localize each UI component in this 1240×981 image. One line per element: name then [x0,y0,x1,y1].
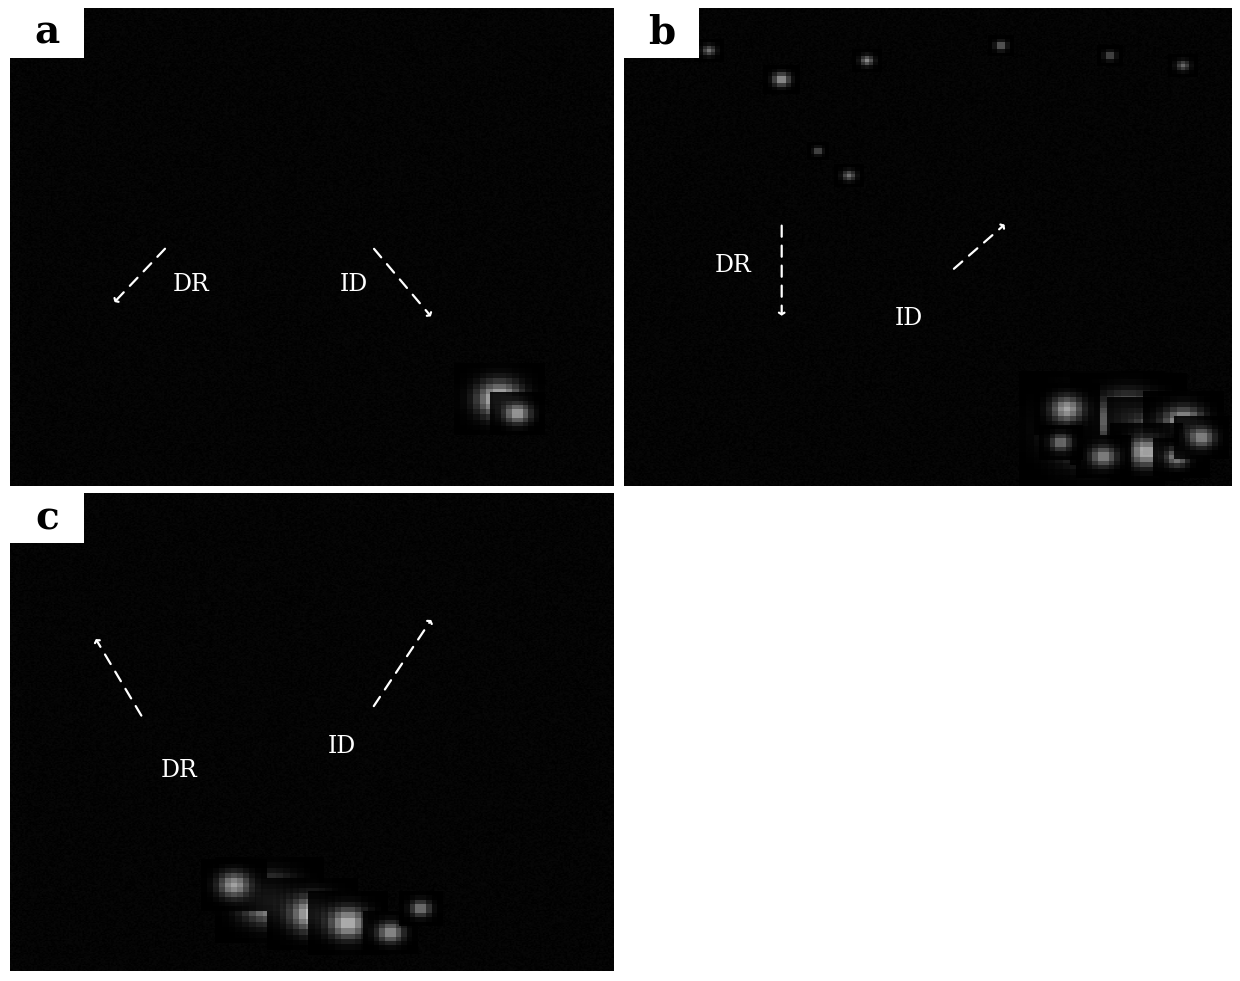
Text: b: b [647,14,675,52]
Text: a: a [35,14,60,52]
Text: DR: DR [714,254,751,278]
Text: DR: DR [161,759,197,782]
Bar [10,493,84,543]
Bar [624,8,699,58]
Bar [10,8,84,58]
Text: ID: ID [895,307,924,330]
Text: ID: ID [327,735,356,758]
Text: ID: ID [340,274,368,296]
Text: c: c [35,499,60,538]
Text: DR: DR [172,274,210,296]
